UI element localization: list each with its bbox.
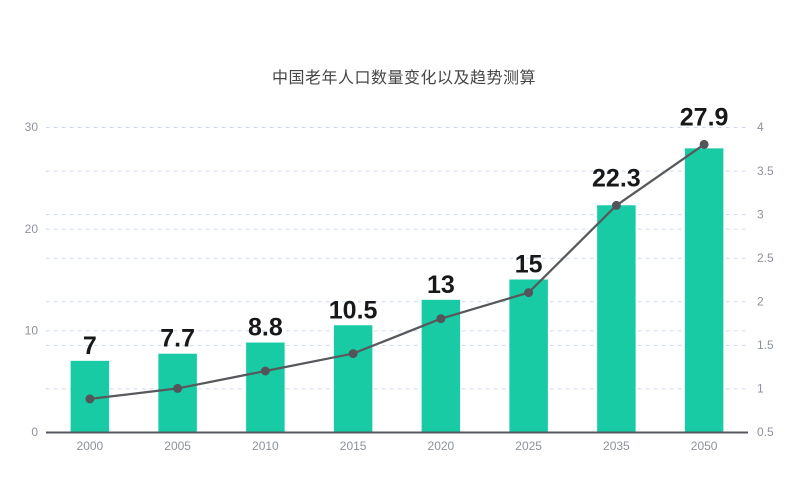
y-axis-tick-label-left: 30: [25, 120, 39, 134]
trend-point-2050[interactable]: [699, 139, 709, 149]
bar-value-label: 7.7: [160, 325, 195, 353]
bar-value-label: 8.8: [248, 314, 283, 342]
y-axis-tick-label-right: 2: [757, 294, 764, 308]
chart-title: 中国老年人口数量变化以及趋势测算: [271, 70, 536, 87]
x-axis-tick-label: 2015: [340, 439, 367, 453]
bar-value-label: 15: [515, 251, 543, 279]
y-axis-tick-label-right: 0.5: [757, 425, 774, 439]
trend-line: [89, 143, 705, 401]
x-axis-tick-label: 2010: [252, 439, 279, 453]
y-axis-tick-label-right: 1.5: [757, 338, 774, 352]
bar-2035[interactable]: [597, 205, 636, 432]
bar-2050[interactable]: [684, 148, 724, 432]
gridlines: [46, 127, 748, 390]
y-axis-tick-label-right: 2.5: [757, 251, 774, 265]
bar-value-label: 7: [83, 332, 97, 360]
left-axis-labels: 0 10 20 30: [25, 120, 39, 439]
trend-points: [85, 139, 709, 404]
x-axis-tick-label: 2050: [691, 439, 718, 453]
y-axis-tick-label-left: 0: [31, 425, 38, 439]
bar-2015[interactable]: [333, 325, 373, 432]
bar-series: [70, 148, 724, 433]
trend-point-2015[interactable]: [348, 349, 358, 359]
bar-value-label: 27.9: [680, 103, 729, 131]
x-axis-tick-label: 2020: [428, 439, 455, 453]
y-axis-tick-label-right: 1: [757, 382, 764, 396]
bar-value-label: 10.5: [329, 296, 378, 324]
x-axis-tick-label: 2005: [164, 439, 191, 453]
bar-2010[interactable]: [246, 342, 285, 432]
x-axis-tick-label: 2000: [77, 439, 104, 453]
y-axis-tick-label-right: 3.5: [757, 164, 774, 178]
bar-value-label: 22.3: [592, 164, 641, 192]
bar-value-labels: 7 7.7 8.8 10.5 13 15 22.3 27.9: [83, 103, 729, 359]
x-axis-tick-label: 2035: [603, 439, 630, 453]
y-axis-tick-label-right: 3: [757, 207, 764, 221]
bar-2025[interactable]: [509, 279, 548, 433]
x-axis-tick-label: 2025: [515, 439, 542, 453]
trend-point-2020[interactable]: [436, 314, 446, 324]
trend-point-2005[interactable]: [173, 383, 183, 393]
bar-value-label: 13: [427, 271, 455, 299]
y-axis-tick-label-left: 10: [25, 324, 39, 338]
trend-point-2025[interactable]: [524, 288, 534, 298]
trend-point-2035[interactable]: [611, 200, 621, 210]
y-axis-tick-label-right: 4: [757, 120, 764, 134]
y-axis-tick-label-left: 20: [25, 222, 39, 236]
right-axis-labels: 0.5 1 1.5 2 2.5 3 3.5 4: [757, 120, 774, 439]
trend-point-2000[interactable]: [85, 394, 95, 404]
trend-point-2010[interactable]: [260, 366, 270, 376]
x-axis-labels: 2000 2005 2010 2015 2020 2025 2035 2050: [77, 439, 718, 453]
